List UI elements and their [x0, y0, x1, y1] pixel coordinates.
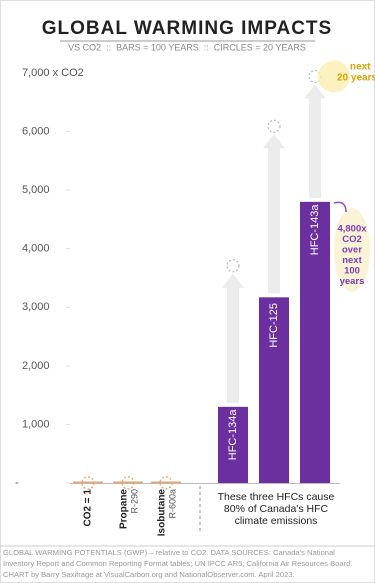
annotation: next [350, 62, 371, 73]
annotation: 100 [344, 266, 360, 277]
bar-label: HFC-125 [268, 303, 280, 348]
circle-marker [267, 119, 281, 133]
bar [300, 201, 330, 483]
bar [73, 481, 103, 483]
annotation: 80% of Canada's HFC [224, 503, 329, 515]
rise-arrow [222, 273, 244, 403]
x-tick-label: Propane [119, 489, 130, 529]
chart-title: GLOBAL WARMING IMPACTS [42, 18, 332, 39]
circle-marker [121, 476, 135, 490]
bar [151, 481, 181, 483]
bar-label: HFC-134a [227, 409, 239, 461]
y-tick-label: 1,000 [22, 418, 50, 430]
footer-note: GLOBAL WARMING POTENTIALS (GWP) – relati… [3, 548, 335, 557]
y-tick-label: 5,000 [22, 184, 50, 196]
y-tick-label: 2,000 [22, 360, 50, 372]
annotation: CO2 [342, 234, 362, 245]
annotation-arrow [333, 201, 347, 213]
annotation: next [342, 255, 362, 266]
circle-marker [81, 476, 95, 490]
annotation: 20 years [337, 73, 375, 84]
annotation: over [342, 245, 362, 256]
highlight-glow [318, 60, 350, 93]
rise-arrow [304, 84, 326, 198]
footer-note: CHART by Barry Saxifrage at VisualCarbon… [3, 570, 295, 579]
bar [113, 481, 143, 483]
footer-note: Inventory Report and Common Reporting Fo… [3, 559, 352, 568]
y-tick-label: 3,000 [22, 301, 50, 313]
x-tick-label: Isobutane [157, 489, 168, 537]
circle-marker [159, 476, 173, 490]
y-tick-label: 6,000 [22, 125, 50, 137]
x-tick-sublabel: R-290 [129, 489, 139, 514]
x-tick-sublabel: R-600a [167, 489, 177, 519]
x-tick-label: CO2 = 1 [83, 489, 94, 527]
y-tick-label: - [15, 477, 19, 489]
y-tick-label: 4,000 [22, 243, 50, 255]
bar-label: HFC-143a [309, 204, 321, 256]
bar [218, 406, 248, 483]
highlight-glow [334, 208, 370, 292]
rise-arrow [263, 134, 285, 294]
circle-marker [226, 259, 240, 273]
y-tick-label: 7,000 x CO2 [22, 67, 84, 79]
annotation: 4,800x [337, 224, 367, 235]
annotation: years [340, 276, 365, 287]
annotation: These three HFCs cause [218, 491, 335, 503]
annotation: climate emissions [235, 515, 318, 527]
bar [259, 297, 289, 483]
chart-subtitle: VS CO2 :: BARS = 100 YEARS :: CIRCLES = … [68, 42, 306, 52]
